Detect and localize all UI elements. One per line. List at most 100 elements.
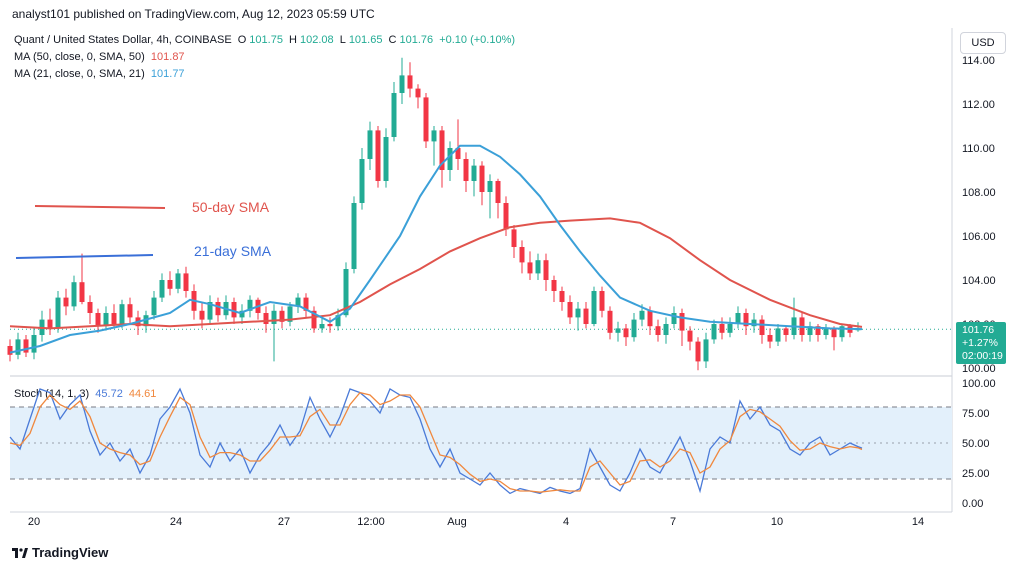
ohlc-close-value: 101.76 (399, 34, 434, 46)
symbol-title[interactable]: Quant / United States Dollar, 4h, COINBA… (14, 34, 232, 46)
stoch-legend[interactable]: Stoch (14, 1, 3) 45.72 44.61 (14, 388, 159, 400)
candle-body (823, 328, 829, 335)
candle-body (439, 130, 445, 170)
sma21-annotation-label: 21-day SMA (194, 243, 272, 259)
ohlc-close-key: C (388, 34, 397, 46)
sma50-annotation-line (34, 205, 166, 209)
candle-body (103, 313, 109, 327)
time-tick-label: Aug (447, 516, 467, 528)
candle-body (47, 319, 53, 329)
candle-body (359, 159, 365, 203)
time-tick-label: 10 (771, 516, 783, 528)
candle-body (575, 308, 581, 318)
candle-body (159, 280, 165, 298)
candle-body (127, 304, 133, 318)
stoch-tick-label: 50.00 (962, 438, 990, 450)
candle-body (671, 313, 677, 324)
ohlc-open-value: 101.75 (249, 34, 283, 46)
candle-body (583, 308, 589, 324)
candle-body (87, 302, 93, 313)
time-tick-label: 7 (670, 516, 676, 528)
candle-body (663, 324, 669, 335)
candle-body (527, 262, 533, 274)
price-tick-label: 112.00 (962, 99, 995, 111)
publisher-header: analyst101 published on TradingView.com,… (12, 7, 375, 21)
candle-body (143, 315, 149, 327)
candle-body (335, 315, 341, 327)
candle-body (239, 310, 245, 318)
candle-body (759, 319, 765, 335)
candle-body (495, 181, 501, 203)
candle-body (631, 319, 637, 338)
candle-body (111, 313, 117, 324)
price-tick-label: 110.00 (962, 143, 995, 155)
candle-body (31, 335, 37, 353)
ohlc-low-key: L (339, 34, 346, 46)
stoch-d-line (9, 391, 863, 493)
price-tick-label: 108.00 (962, 187, 996, 199)
ma50-value: 101.87 (150, 51, 185, 63)
candle-body (407, 75, 413, 89)
stoch-k-line (9, 387, 863, 495)
ohlc-low-value: 101.65 (348, 34, 383, 46)
candle-body (815, 326, 821, 335)
current-change: +1.27% (962, 337, 998, 349)
price-tick-label: 100.00 (962, 363, 996, 375)
currency-button[interactable]: USD (960, 32, 1006, 54)
ma50-line (9, 217, 863, 330)
stoch-k-value: 45.72 (95, 388, 123, 400)
candle-body (567, 302, 573, 318)
symbol-legend: Quant / United States Dollar, 4h, COINBA… (14, 34, 518, 46)
candle-body (15, 339, 21, 355)
candle-body (311, 310, 317, 329)
candle-body (63, 297, 69, 307)
price-tick-label: 104.00 (962, 275, 996, 287)
candle-body (487, 181, 493, 192)
candle-body (247, 299, 253, 311)
candle-body (831, 328, 837, 338)
candle-body (7, 346, 13, 355)
candle-body (207, 302, 213, 320)
time-tick-label: 4 (563, 516, 569, 528)
candle-body (151, 297, 157, 316)
candle-body (599, 291, 605, 311)
candle-body (351, 203, 357, 269)
candle-body (751, 319, 757, 327)
candle-body (479, 165, 485, 192)
candle-body (679, 313, 685, 331)
candle-body (391, 93, 397, 137)
candle-body (455, 148, 461, 159)
candle-body (95, 313, 101, 327)
ma21-legend[interactable]: MA (21, close, 0, SMA, 21) 101.77 (14, 68, 188, 80)
candle-body (231, 302, 237, 318)
candle-body (215, 302, 221, 316)
current-price: 101.76 (962, 324, 995, 336)
candle-body (647, 310, 653, 327)
stoch-tick-label: 0.00 (962, 498, 983, 510)
candle-body (415, 88, 421, 98)
candle-body (71, 282, 77, 307)
candle-body (471, 165, 477, 181)
candle-body (655, 326, 661, 335)
stoch-label: Stoch (14, 1, 3) (14, 388, 90, 400)
time-tick-label: 27 (278, 516, 290, 528)
candle-body (367, 130, 373, 159)
candle-body (199, 310, 205, 320)
candle-body (623, 328, 629, 338)
ma50-legend[interactable]: MA (50, close, 0, SMA, 50) 101.87 (14, 51, 188, 63)
candle-body (343, 269, 349, 316)
price-tick-label: 114.00 (962, 55, 995, 67)
current-price-tag: 101.76 +1.27% 02:00:19 (956, 322, 1006, 364)
candle-body (79, 282, 85, 302)
candle-body (511, 229, 517, 247)
candle-body (535, 260, 541, 274)
candle-body (175, 273, 181, 289)
candle-body (295, 297, 301, 307)
candle-body (743, 313, 749, 327)
time-tick-label: 14 (912, 516, 924, 528)
candle-body (519, 247, 525, 263)
stoch-tick-label: 75.00 (962, 408, 990, 420)
tradingview-footer[interactable]: TradingView (12, 545, 108, 560)
sma21-annotation-line (15, 254, 154, 259)
